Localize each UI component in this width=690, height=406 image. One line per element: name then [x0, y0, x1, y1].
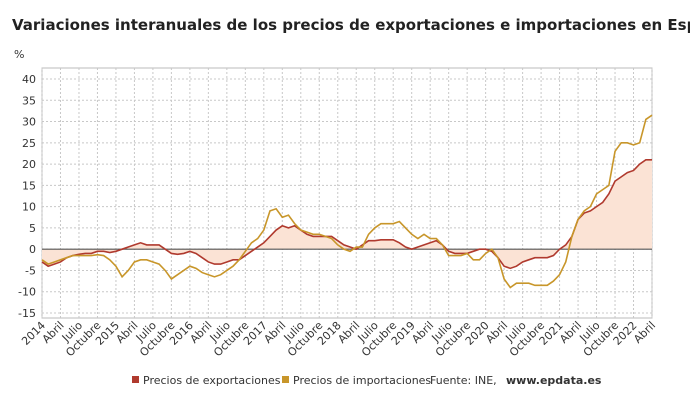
legend-label: Precios de importaciones: [293, 374, 431, 387]
y-tick-label: 5: [29, 222, 36, 235]
legend-swatch: [132, 376, 139, 383]
series-line: [41, 114, 653, 289]
legend-swatch: [282, 376, 289, 383]
y-tick-label: 0: [29, 243, 36, 256]
area-fill: [42, 159, 652, 269]
legend-label: Precios de exportaciones: [143, 374, 281, 387]
series-line: [41, 159, 652, 270]
x-tick-label: Abril: [631, 319, 658, 346]
y-tick-label: -15: [18, 307, 36, 320]
source: Fuente: INE,: [430, 374, 497, 387]
y-tick-label: -10: [18, 286, 36, 299]
y-tick-label: 35: [22, 94, 36, 107]
y-tick-label: 25: [22, 137, 36, 150]
plot-frame: [41, 67, 653, 319]
y-tick-label: 40: [22, 73, 36, 86]
y-tick-label: 15: [22, 179, 36, 192]
y-tick-label: 20: [22, 158, 36, 171]
y-tick-label: 10: [22, 201, 36, 214]
chart-title: Variaciones interanuales de los precios …: [12, 16, 690, 34]
y-axis-label: %: [14, 48, 24, 61]
source-link: www.epdata.es: [506, 374, 602, 387]
y-tick-label: 30: [22, 116, 36, 129]
y-tick-label: -5: [25, 264, 36, 277]
